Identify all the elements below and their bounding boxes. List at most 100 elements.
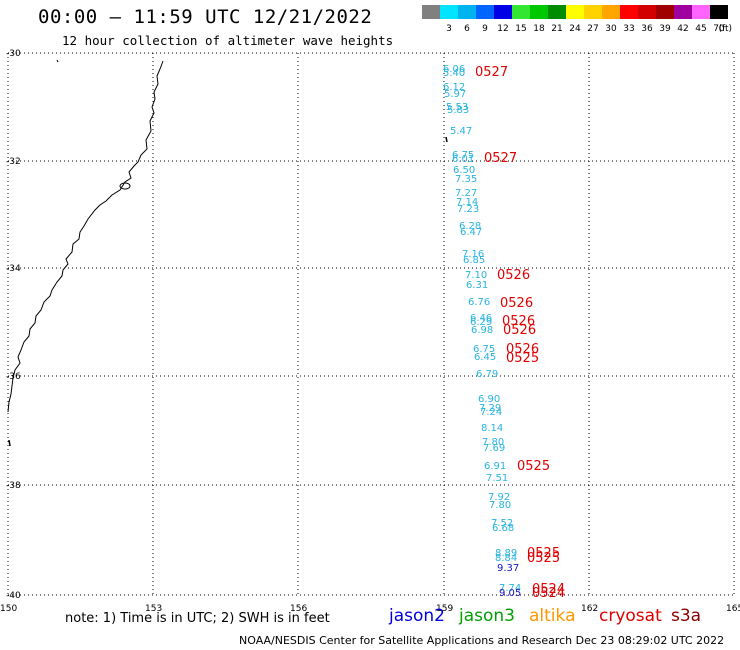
wave-height-value: 6.45 <box>474 352 496 363</box>
land-speck <box>8 439 11 447</box>
wave-height-value: 6.28 <box>459 221 481 232</box>
footer-credit: NOAA/NESDIS Center for Satellite Applica… <box>239 634 725 647</box>
wave-height-value: 7.80 <box>482 437 504 448</box>
latitude-label: -32 <box>6 157 21 167</box>
wave-height-value: 6.47 <box>460 227 482 238</box>
latitude-label: -34 <box>6 264 21 274</box>
wave-height-value: 8.14 <box>481 423 503 434</box>
wave-height-value: 8.89 <box>495 548 517 559</box>
scale-swatch <box>422 5 440 19</box>
wave-height-value: 7.52 <box>491 518 513 529</box>
scale-swatch <box>638 5 656 19</box>
longitude-label: 165 <box>726 604 740 614</box>
scale-label: 33 <box>623 24 634 34</box>
track-time-label: 0526 <box>502 314 535 329</box>
track-time-label: 0525 <box>527 546 560 561</box>
scale-swatch <box>458 5 476 19</box>
satellite-legend-s3a: s3a <box>671 606 702 626</box>
wave-height-value: 6.91 <box>484 461 506 472</box>
track-time-label: 0526 <box>506 342 539 357</box>
scale-swatch <box>602 5 620 19</box>
track-time-label: 0524 <box>532 586 565 601</box>
wave-height-value: 6.79 <box>476 369 498 380</box>
wave-height-value: 6.98 <box>471 325 493 336</box>
wave-height-value: 6.31 <box>466 280 488 291</box>
track-time-label: 0524 <box>532 582 565 597</box>
wave-height-value: 7.80 <box>489 500 511 511</box>
scale-label: 15 <box>515 24 526 34</box>
color-scale-legend: 3 6 9 12 15 18 21 24 27 30 33 36 39 42 45 70(ft) <box>422 5 732 34</box>
scale-swatch <box>674 5 692 19</box>
longitude-label: 150 <box>0 604 17 614</box>
scale-label: 6 <box>464 24 470 34</box>
scale-swatch <box>440 5 458 19</box>
scale-label: 39 <box>659 24 671 34</box>
wave-height-value: 7.51 <box>486 473 508 484</box>
wave-height-value: 6.68 <box>492 523 514 534</box>
track-time-label: 0526 <box>503 323 536 338</box>
land-speck <box>445 136 448 143</box>
scale-label: 18 <box>533 24 545 34</box>
track-time-label: 0526 <box>500 296 533 311</box>
track-time-label: 0527 <box>484 151 517 166</box>
wave-height-value: 5.53 <box>446 102 468 113</box>
wave-height-value: 6.46 <box>470 313 492 324</box>
track-time-label: 0525 <box>517 459 550 474</box>
map-grid <box>7 52 735 596</box>
scale-swatch <box>548 5 566 19</box>
wave-height-value: 5.83 <box>447 105 469 116</box>
wave-height-value: 7.23 <box>457 204 479 215</box>
wave-height-value: 7.14 <box>456 197 478 208</box>
wave-height-value: 6.50 <box>453 165 475 176</box>
wave-height-value: 6.75 <box>473 344 495 355</box>
scale-label: 24 <box>569 24 581 34</box>
wave-height-value: 5.47 <box>450 126 472 137</box>
land-speck <box>56 59 59 63</box>
scale-label: 21 <box>551 24 562 34</box>
satellite-legend-jason3: jason3 <box>459 606 515 626</box>
satellite-legend-cryosat: cryosat <box>599 606 662 626</box>
track-time-label: 0525 <box>506 351 539 366</box>
track-time-labels: 0527052705260526052605260526052505250525… <box>475 65 565 601</box>
scale-swatch <box>692 5 710 19</box>
scale-swatch <box>656 5 674 19</box>
wave-height-value: 7.92 <box>488 492 510 503</box>
wave-height-value: 7.27 <box>455 188 477 199</box>
satellite-legend-jason2: jason2 <box>389 606 445 626</box>
wave-height-value: 6.76 <box>468 297 490 308</box>
wave-height-value: 7.24 <box>480 407 502 418</box>
scale-label: 36 <box>641 24 653 34</box>
scale-label: 30 <box>605 24 617 34</box>
longitude-label: 159 <box>436 604 453 614</box>
track-time-label: 0526 <box>497 268 530 283</box>
latitude-label: -36 <box>6 372 21 382</box>
latitude-label: -38 <box>6 481 21 491</box>
footer-note: note: 1) Time is in UTC; 2) SWH is in fe… <box>65 611 330 626</box>
scale-label: 42 <box>677 24 688 34</box>
wave-height-value: 6.90 <box>478 394 500 405</box>
wave-height-value: 7.10 <box>465 270 487 281</box>
wave-height-value: 6.06 <box>443 64 465 75</box>
scale-label: 12 <box>497 24 508 34</box>
wave-height-value: 8.84 <box>495 553 517 564</box>
latitude-label: -40 <box>6 591 21 601</box>
coastline <box>7 60 164 413</box>
axis-tick-labels: -30 -32 -34 -36 -38 -40 150 153 156 159 162 165 <box>0 49 740 614</box>
page-title: 00:00 — 11:59 UTC 12/21/2022 <box>38 6 373 28</box>
scale-swatch <box>566 5 584 19</box>
scale-label: 45 <box>695 24 706 34</box>
scale-label: 70 <box>713 24 725 34</box>
wave-height-value: 6.29 <box>470 317 492 328</box>
wave-height-value: 9.05 <box>499 588 521 599</box>
satellite-legend-altika: altika <box>529 606 576 626</box>
wave-height-value: 5.97 <box>444 89 466 100</box>
scale-swatch <box>530 5 548 19</box>
wave-height-value: 6.75 <box>452 150 474 161</box>
scale-swatch <box>710 5 728 19</box>
scale-swatch <box>584 5 602 19</box>
latitude-label: -30 <box>6 49 21 59</box>
altimeter-observations: 6.065.406.125.975.535.835.476.756.016.50… <box>443 64 521 599</box>
track-time-label: 0525 <box>527 551 560 566</box>
wave-height-value: 6.12 <box>443 82 465 93</box>
